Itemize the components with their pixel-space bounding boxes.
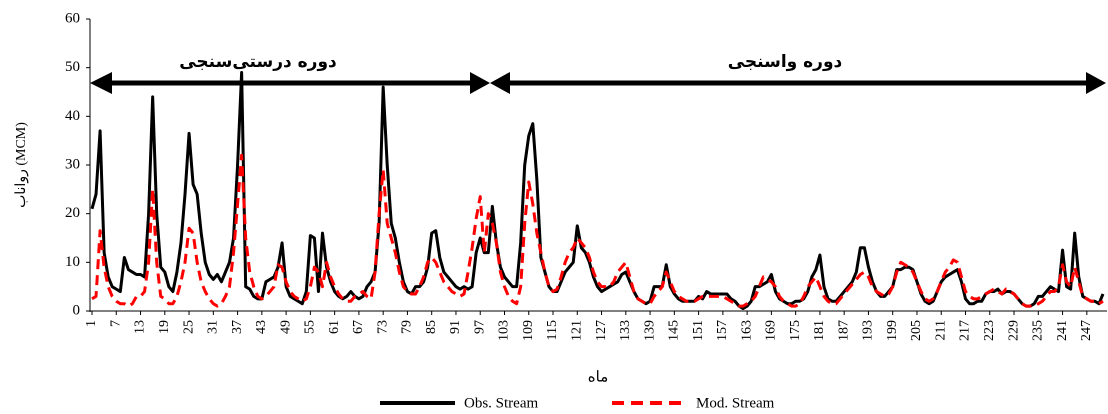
x-tick-label: 115 [545,320,560,340]
x-tick-label: 205 [909,320,924,341]
x-tick-label: 223 [982,320,997,341]
x-tick-label: 151 [691,320,706,341]
annotation: دوره واسنجی [728,52,843,72]
x-tick-label: 7 [108,320,123,327]
x-tick-label: 247 [1079,320,1094,341]
y-tick-label: 50 [65,59,80,75]
x-tick-label: 175 [788,320,803,341]
x-tick-label: 79 [400,320,415,334]
arrow-head [490,72,510,94]
x-tick-label: 133 [618,320,633,341]
x-tick-label: 217 [958,320,973,341]
x-tick-label: 97 [472,320,487,334]
x-tick-label: 13 [133,320,148,334]
x-tick-label: 85 [424,320,439,334]
x-tick-label: 55 [303,320,318,334]
x-tick-label: 43 [254,320,269,334]
x-tick-label: 1 [84,320,99,327]
period-arrows [90,72,1106,94]
x-tick-label: 25 [181,320,196,334]
x-tick-label: 67 [351,320,366,334]
x-tick-label: 19 [157,320,172,334]
y-axis-title: رواناب (MCM) [14,122,29,208]
x-tick-label: 73 [375,320,390,334]
series-line [91,153,1104,308]
x-tick-label: 163 [739,320,754,341]
x-tick-label: 199 [885,320,900,341]
y-tick-label: 0 [73,302,81,318]
x-tick-label: 193 [861,320,876,341]
x-tick-label: 103 [497,320,512,341]
y-tick-label: 60 [65,10,80,26]
arrow-head [470,72,490,94]
legend: Obs. Stream Mod. Stream [380,395,775,411]
x-tick-label: 229 [1006,320,1021,341]
x-tick-label: 169 [764,320,779,341]
x-tick-label: 49 [278,320,293,334]
arrow-head [1086,72,1106,94]
x-tick-label: 61 [327,320,342,334]
x-tick-label: 121 [569,320,584,341]
x-tick-label: 235 [1031,320,1046,341]
legend-label: Obs. Stream [464,395,538,411]
y-tick-label: 30 [65,156,80,172]
x-tick-label: 127 [594,320,609,341]
x-axis-title: ماه [588,369,608,385]
x-tick-label: 139 [642,320,657,341]
x-tick-label: 91 [448,320,463,334]
x-tick-label: 37 [230,320,245,334]
x-tick-label: 145 [667,320,682,341]
x-tick-label: 211 [933,320,948,340]
x-tick-label: 31 [206,320,221,334]
arrow-head [90,72,112,94]
x-tick-label: 181 [812,320,827,341]
x-tick-label: 109 [521,320,536,341]
x-tick-label: 157 [715,320,730,341]
x-tick-label: 241 [1055,320,1070,341]
y-tick-label: 10 [65,254,80,270]
y-tick-label: 40 [65,108,80,124]
annotation: دوره درستی‌سنجی [179,52,337,72]
y-tick-label: 20 [65,205,80,221]
legend-label: Mod. Stream [696,395,775,411]
x-tick-label: 187 [836,320,851,341]
